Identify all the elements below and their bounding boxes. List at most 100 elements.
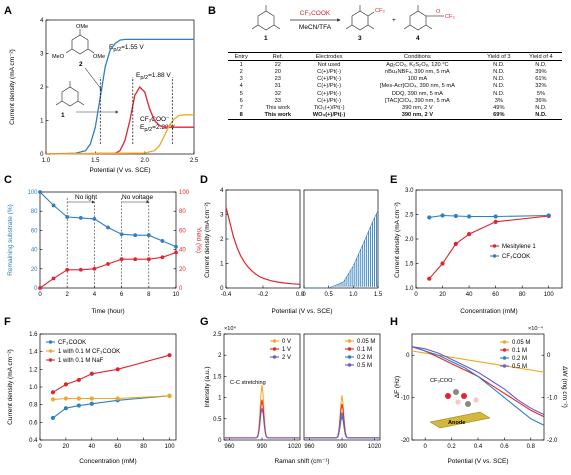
chart-c-ytick-label: 100 <box>27 190 38 196</box>
chart-c-point <box>160 255 165 260</box>
chart-g-left-ytick-label: 1.5 <box>213 374 222 380</box>
chart-f-series-line <box>52 395 170 400</box>
molecule-2-structure <box>65 29 95 55</box>
table-cell: This work <box>265 104 290 111</box>
chart-e-xtick-label: 40 <box>466 292 473 298</box>
chart-f-legend-marker <box>48 358 53 362</box>
chart-h-y2tick-label: 0 <box>547 353 551 359</box>
chart-c-ytick-label: 20 <box>31 267 38 273</box>
chart-d-left-ytick-label: 4 <box>220 188 224 194</box>
chart-c-annot-novoltage: No voltage <box>122 194 153 201</box>
chart-c-xtick-label: 0 <box>38 292 42 298</box>
chart-f-xtick-label: 40 <box>88 444 95 450</box>
chart-c-ylabel: Remaining substrate (%) <box>7 204 14 276</box>
table-cell: 39% <box>535 68 547 75</box>
chart-d-left-xtick-label: -0.2 <box>258 292 269 298</box>
chart-h-y2label: ΔW (mg cm⁻²) <box>561 366 568 408</box>
table-row: 2 20 C(+)/Pt(-) nBu₄NBF₄, 390 nm, 5 mA N.D. 3… <box>228 68 562 75</box>
chart-f-point <box>167 353 172 358</box>
chart-e-ytick-label: 1.0 <box>405 286 414 292</box>
molecule-2-label: 2 <box>79 61 83 68</box>
chart-d-left-ytick-label: 0 <box>220 286 224 292</box>
chart-d-left-ytick-label: 1 <box>220 262 224 268</box>
chart-c-xtick-label: 10 <box>173 292 180 298</box>
chart-f-legend-marker <box>48 340 53 344</box>
chart-e-xtick-label: 60 <box>492 292 499 298</box>
chart-d-frame-right <box>303 189 379 289</box>
chart-e: Current density (mA cm⁻²) Concentration … <box>394 188 563 315</box>
chart-g-ylabel: Intensity (a.u.) <box>204 366 211 407</box>
chart-g-left-spectrum <box>224 384 300 439</box>
chart-a-xtick-label: 1.5 <box>91 158 100 164</box>
chart-g-left-legend-label: 2 V <box>282 355 291 361</box>
chart-f-ytick-label: 1.6 <box>29 332 38 338</box>
chart-a-series-line <box>45 114 194 155</box>
chart-e-ytick-label: 3.0 <box>405 188 414 194</box>
chart-e-point <box>453 241 458 246</box>
chart-e-legend-marker <box>492 254 497 258</box>
chart-e-xtick-label: 0 <box>414 292 418 298</box>
chart-d-left-xtick-label: 0.0 <box>296 292 305 298</box>
chart-c-point <box>146 257 151 262</box>
chart-a-ytick-label: 1 <box>40 119 44 125</box>
chart-c-y2tick-label: 20 <box>179 267 186 273</box>
reaction-solvent: MeCN/TFA <box>299 24 332 31</box>
anion-label: CF₃COO⁻ <box>430 378 455 384</box>
panel-label-g: G <box>200 316 209 328</box>
chart-c-xtick-label: 6 <box>120 292 124 298</box>
chart-f-xlabel: Concentration (mM) <box>79 458 136 465</box>
chart-d-xlabel: Potential (V vs. SCE) <box>271 308 332 315</box>
chart-h-ylabel: ΔF (Hz) <box>394 376 401 398</box>
chart-f-point <box>167 393 172 398</box>
chart-f-point <box>115 367 120 372</box>
chart-c-point <box>160 239 165 243</box>
chart-a-arrow-2 <box>84 67 103 91</box>
chart-e-xtick-label: 20 <box>439 292 446 298</box>
table-cell: C(+)/Pt(-) <box>317 68 341 75</box>
chart-c-y2tick-label: 100 <box>179 190 190 196</box>
compound-4-ester: O <box>436 9 441 15</box>
chart-g-right-xtick-label: 990 <box>337 444 348 450</box>
chart-g-left-xtick-label: 990 <box>257 444 268 450</box>
chart-c-point <box>65 267 70 272</box>
panel-label-a: A <box>4 5 12 17</box>
chart-c-point <box>92 216 97 221</box>
anode-label: Anode <box>448 420 465 426</box>
chart-d-light-envelope <box>304 210 379 289</box>
chart-h-ytick-label: -10 <box>401 396 410 402</box>
chart-h-scale-note: ×10⁻⁴ <box>528 325 543 332</box>
chart-a-ytick-label: 2 <box>40 85 44 91</box>
table-row: 1 22 Not used Ag₂CO₃, K₂S₂O₈, 120 °C N.D. N.D… <box>228 61 562 69</box>
chart-f-ytick-label: 1.4 <box>29 350 38 356</box>
chart-f-legend-label: 1 with 0.1 M NaF <box>58 358 104 364</box>
chart-c-point <box>65 215 70 219</box>
chart-f-ytick-label: 1.0 <box>29 385 38 391</box>
chart-c-xtick-label: 4 <box>93 292 97 298</box>
chart-e-point <box>440 261 445 266</box>
table-cell: 69% <box>493 112 505 119</box>
chart-d-right-xtick-label: 0.5 <box>324 292 333 298</box>
chart-d-right-xtick-label: 0 <box>302 292 306 298</box>
chart-c-xlabel: Time (hour) <box>91 308 124 315</box>
chart-e-xtick-label: 80 <box>519 292 526 298</box>
chart-e-ylabel: Current density (mA cm⁻²) <box>394 202 401 278</box>
table-cell: 7 <box>239 104 243 111</box>
compound-4-cf3: CF₃ <box>445 14 455 20</box>
chart-f-point <box>89 371 94 376</box>
anion-atom-f2 <box>473 397 479 403</box>
chart-f: Current density (mA cm⁻²) Concentration … <box>7 332 177 465</box>
table-cell: N.D. <box>493 61 505 68</box>
chart-a-xtick-label: 2.0 <box>140 158 149 164</box>
chart-e-ytick-label: 2.0 <box>405 237 414 243</box>
chart-f-point <box>76 377 81 383</box>
table-cell: 31 <box>274 83 281 90</box>
chart-f-point <box>115 396 120 401</box>
chart-a-ytick-label: 4 <box>40 18 44 24</box>
chart-c-point <box>174 244 178 249</box>
chart-f-xtick-label: 100 <box>165 444 176 450</box>
chart-h-legend-label: 0.2 M <box>512 356 527 362</box>
anion-atom-c1 <box>453 389 459 395</box>
chart-g-right-legend-label: 0.2 M <box>357 355 372 361</box>
chart-g-right-legend-label: 0.5 M <box>357 363 372 369</box>
